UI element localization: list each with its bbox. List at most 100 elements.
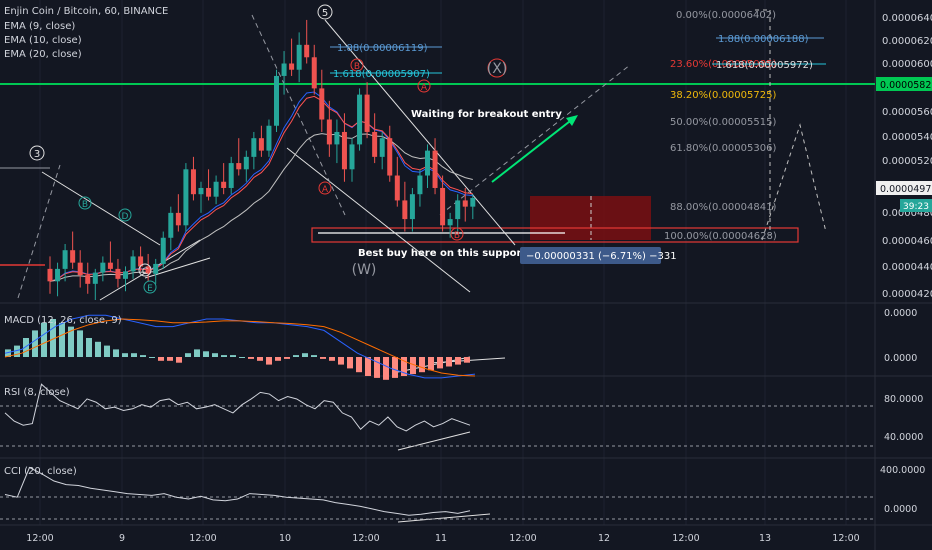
ema-line bbox=[49, 133, 473, 282]
macd-tick-top: 0.0000 bbox=[884, 308, 917, 319]
fib-projection bbox=[755, 9, 827, 241]
candle-body bbox=[243, 156, 249, 170]
rsi-pane bbox=[4, 383, 471, 432]
candle-body bbox=[153, 263, 159, 274]
signal-line bbox=[4, 318, 476, 377]
candle-body bbox=[394, 175, 400, 201]
price-badge-green-text: 0.00005822 bbox=[880, 80, 932, 91]
macd-hist-bar bbox=[311, 355, 317, 357]
macd-tick-zero: 0.0000 bbox=[884, 353, 917, 364]
wave-e-green-label: E bbox=[147, 284, 153, 294]
indicator-ema-20[interactable]: EMA (20, close) bbox=[4, 49, 82, 60]
candle-body bbox=[251, 138, 257, 157]
candle-body bbox=[304, 44, 310, 58]
candle-body bbox=[213, 181, 219, 197]
price-tick: 0.00005600 bbox=[882, 107, 932, 118]
candle-body bbox=[266, 125, 272, 151]
support-box bbox=[311, 227, 799, 243]
fib-right-100: 100.00%(0.00004628) bbox=[664, 231, 777, 242]
macd-hist-bar bbox=[392, 357, 398, 378]
measure-box bbox=[520, 247, 661, 264]
timer-badge bbox=[900, 199, 932, 212]
macd-hist-bar bbox=[149, 357, 155, 358]
wave-3-label: 3 bbox=[34, 149, 40, 160]
macd-hist-bar bbox=[356, 357, 362, 373]
candle-body bbox=[190, 169, 196, 195]
candle-body bbox=[341, 131, 347, 170]
price-tick: 0.00005200 bbox=[882, 156, 932, 167]
rsi-title: RSI (8, close) bbox=[4, 387, 70, 398]
cci-title: CCI (20, close) bbox=[4, 466, 77, 477]
candle-body bbox=[85, 275, 91, 284]
macd-hist-bar bbox=[257, 357, 263, 361]
candle-body bbox=[462, 200, 468, 207]
candle-body bbox=[311, 57, 317, 89]
macd-hist-bar bbox=[455, 357, 461, 365]
candle-body bbox=[70, 250, 76, 263]
macd-hist-bar bbox=[14, 345, 20, 357]
price-tick: 0.00005400 bbox=[882, 132, 932, 143]
macd-hist-bar bbox=[158, 357, 164, 361]
price-tick: 0.00004400 bbox=[882, 262, 932, 273]
candle-body bbox=[319, 88, 325, 120]
macd-hist-bar bbox=[131, 353, 137, 357]
macd-hist-bar bbox=[185, 353, 191, 357]
rsi-tick-40: 40.0000 bbox=[884, 432, 923, 443]
ema-lines bbox=[49, 91, 473, 282]
fib-right-0: 0.00%(0.00006402) bbox=[676, 10, 776, 21]
fib-right: 0.00%(0.00006402) 1.88(0.00006188) 23.60… bbox=[664, 10, 826, 242]
macd-hist-bar bbox=[212, 353, 218, 357]
price-badge-current bbox=[876, 181, 932, 195]
time-tick: 12:00 bbox=[672, 533, 699, 544]
candle-body bbox=[372, 131, 378, 157]
wave-d-green-label: D bbox=[122, 212, 129, 222]
time-tick: 12:00 bbox=[832, 533, 859, 544]
macd-hist-bar bbox=[113, 349, 119, 357]
candle-body bbox=[379, 138, 385, 157]
wave-labels: 5 3 (X) (W) A B A B B D E C bbox=[29, 4, 507, 294]
macd-hist-bar bbox=[167, 357, 173, 361]
fib-left-1618: 1.618(0.00005907) bbox=[333, 69, 430, 80]
candle-body bbox=[274, 75, 279, 126]
wave-b-small-label: B bbox=[454, 231, 460, 241]
indicator-ema-9[interactable]: EMA (9, close) bbox=[4, 21, 76, 32]
rsi-line bbox=[4, 383, 471, 432]
price-tick: 0.00006000 bbox=[882, 59, 932, 70]
time-axis[interactable]: 12:00 9 12:00 10 12:00 11 12:00 12 12:00 13 12:00 bbox=[26, 533, 859, 544]
candle-body bbox=[417, 175, 423, 195]
macd-hist-bar bbox=[95, 341, 101, 357]
macd-hist-bar bbox=[320, 357, 326, 359]
cci-pane bbox=[4, 466, 471, 516]
macd-hist-bar bbox=[302, 353, 308, 357]
candle-body bbox=[432, 150, 438, 188]
candle-body bbox=[175, 212, 181, 226]
measure-label: −0.00000331 (−6.71%) −331 bbox=[526, 251, 677, 262]
fib-right-618: 61.80%(0.00005306) bbox=[670, 143, 776, 154]
candle-body bbox=[183, 169, 189, 226]
ema-line bbox=[49, 95, 473, 282]
macd-hist-bar bbox=[410, 357, 416, 375]
candle-body bbox=[425, 150, 430, 176]
candle-body bbox=[107, 262, 113, 269]
price-tick: 0.00004600 bbox=[882, 236, 932, 247]
time-tick: 11 bbox=[435, 533, 447, 544]
fib-right-1618: 1.618(0.00005972) bbox=[716, 60, 813, 71]
candle-body bbox=[334, 131, 340, 145]
price-tick: 0.00006200 bbox=[882, 36, 932, 47]
time-tick: 13 bbox=[759, 533, 771, 544]
indicator-ema-10[interactable]: EMA (10, close) bbox=[4, 35, 82, 46]
candle-body bbox=[55, 268, 61, 282]
time-tick: 12:00 bbox=[509, 533, 536, 544]
candle-body bbox=[409, 194, 415, 220]
time-tick: 12:00 bbox=[26, 533, 53, 544]
breakout-arrow bbox=[491, 115, 578, 183]
waiting-annotation: Waiting for breakout entry bbox=[411, 109, 562, 120]
candle-body bbox=[440, 187, 446, 226]
fib-right-188: 1.88(0.00006188) bbox=[718, 34, 809, 45]
wave-a-small-label: A bbox=[322, 185, 329, 195]
candle-body bbox=[326, 119, 332, 145]
fib-right-50: 50.00%(0.00005515) bbox=[670, 117, 776, 128]
macd-hist-bar bbox=[446, 357, 452, 367]
timer-badge-text: 39:23 bbox=[903, 202, 929, 212]
